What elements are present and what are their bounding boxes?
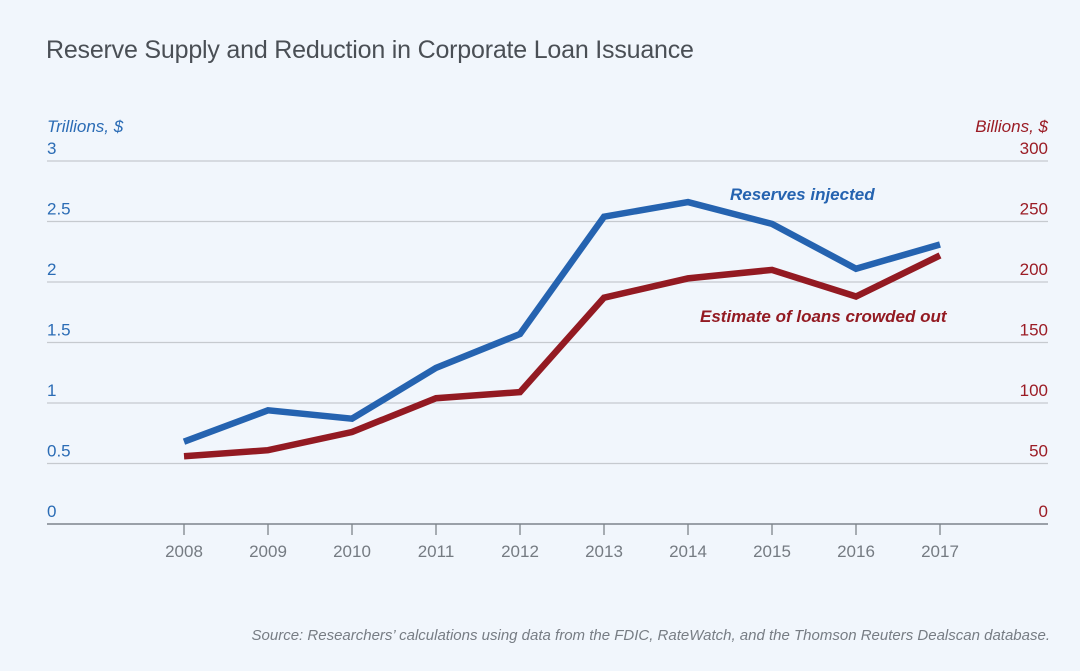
right-tick-label: 300	[1020, 139, 1048, 158]
x-tick-label: 2009	[249, 542, 287, 561]
left-tick-label: 1	[47, 381, 56, 400]
x-axis-ticks: 2008 2009 2010 2011 2012 2013 2014 2015 2016 2017	[165, 524, 959, 561]
x-tick-label: 2016	[837, 542, 875, 561]
right-axis-title: Billions, $	[975, 117, 1048, 136]
chart-title: Reserve Supply and Reduction in Corporat…	[46, 36, 694, 64]
left-axis-title: Trillions, $	[47, 117, 124, 136]
x-tick-label: 2012	[501, 542, 539, 561]
right-axis-ticks: 0 50 100 150 200 250 300	[1020, 139, 1048, 521]
left-tick-label: 3	[47, 139, 56, 158]
x-tick-label: 2013	[585, 542, 623, 561]
x-tick-label: 2017	[921, 542, 959, 561]
left-tick-label: 2.5	[47, 200, 71, 219]
left-tick-label: 0	[47, 502, 56, 521]
x-tick-label: 2011	[418, 542, 455, 561]
left-axis-ticks: 0 0.5 1 1.5 2 2.5 3	[47, 139, 71, 521]
series-label-reserves: Reserves injected	[730, 185, 875, 204]
x-tick-label: 2010	[333, 542, 371, 561]
right-tick-label: 0	[1039, 502, 1048, 521]
right-tick-label: 50	[1029, 442, 1048, 461]
series-line-reserves	[182, 198, 941, 445]
right-tick-label: 200	[1020, 260, 1048, 279]
left-tick-label: 0.5	[47, 442, 71, 461]
source-note: Source: Researchers’ calculations using …	[251, 627, 1050, 644]
x-tick-label: 2008	[165, 542, 203, 561]
series-lines	[182, 198, 942, 460]
right-tick-label: 100	[1020, 381, 1048, 400]
series-label-loans: Estimate of loans crowded out	[700, 307, 948, 326]
x-tick-label: 2015	[753, 542, 791, 561]
x-tick-label: 2014	[669, 542, 707, 561]
right-tick-label: 250	[1020, 200, 1048, 219]
left-tick-label: 2	[47, 260, 56, 279]
gridlines	[47, 160, 1048, 525]
right-tick-label: 150	[1020, 321, 1048, 340]
series-line-loans	[183, 252, 942, 460]
left-tick-label: 1.5	[47, 321, 71, 340]
